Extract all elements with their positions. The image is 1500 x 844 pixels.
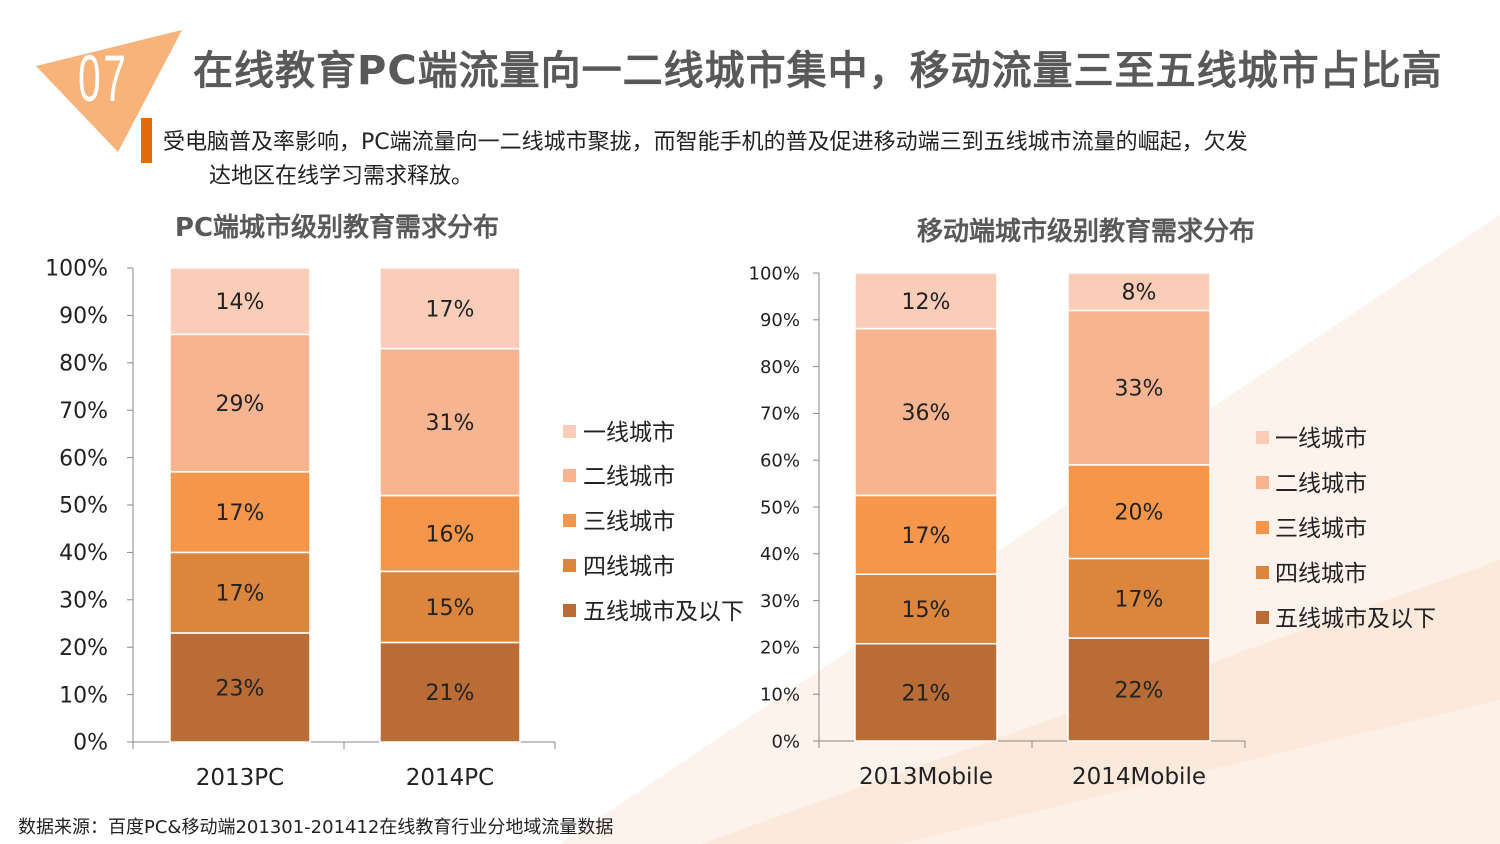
chart-1: PC端城市级别教育需求分布 0% 10% 20% 30% 40% 50% 60% 70% 80% 9… [45,212,744,791]
bar-segment [854,642,998,742]
legend-swatch [563,604,576,617]
data-label: 31% [426,411,475,436]
y-tick-label: 100% [749,263,800,284]
data-label: 14% [216,290,265,315]
legend-label: 五线城市及以下 [1275,606,1436,632]
data-label: 20% [1115,501,1164,526]
bar-segment [169,632,311,743]
x-tick-label: 2013PC [196,765,284,791]
legend-swatch [1256,611,1269,624]
y-tick-label: 100% [45,257,108,282]
y-tick-label: 70% [59,399,108,424]
data-label: 8% [1122,281,1157,306]
y-tick-label: 20% [59,636,108,661]
subtitle-line-2: 达地区在线学习需求释放。 [209,164,474,189]
data-label: 36% [902,401,951,426]
data-label: 17% [216,501,265,526]
legend-swatch [563,425,576,438]
legend-label: 四线城市 [1275,561,1367,587]
y-tick-label: 30% [760,591,800,612]
y-tick-label: 0% [771,731,800,752]
data-label: 17% [216,582,265,607]
bar-segment [1067,272,1211,312]
bar-segment [379,494,521,573]
data-label: 17% [1115,587,1164,612]
y-tick-label: 50% [59,494,108,519]
y-tick-label: 10% [59,683,108,708]
y-tick-label: 30% [59,589,108,614]
data-label: 15% [902,598,951,623]
legend-label: 二线城市 [583,464,675,490]
slide-number: 07 [78,41,129,115]
x-tick-label: 2014Mobile [1072,764,1206,790]
data-label: 12% [902,290,951,315]
y-tick-label: 40% [760,544,800,565]
legend-label: 三线城市 [583,509,675,535]
y-tick-label: 70% [760,404,800,425]
legend-swatch [1256,431,1269,444]
data-label: 16% [426,522,475,547]
bar-segment [169,267,311,336]
bar-segment [854,494,998,575]
bar-segment [379,347,521,497]
y-tick-label: 60% [59,446,108,471]
bar-segment [379,641,521,743]
page-title: 在线教育PC端流量向一二线城市集中，移动流量三至五线城市占比高 [193,48,1443,94]
legend-swatch [563,559,576,572]
y-tick-label: 40% [59,541,108,566]
y-tick-label: 90% [760,310,800,331]
legend-label: 四线城市 [583,554,675,580]
y-tick-label: 90% [59,304,108,329]
data-label: 33% [1115,377,1164,402]
y-tick-label: 80% [760,357,800,378]
x-tick-label: 2013Mobile [859,764,993,790]
data-label: 17% [426,297,475,322]
bar-segment [1067,309,1211,466]
bar-segment [379,267,521,350]
bar-segment [854,573,998,645]
legend-label: 一线城市 [583,420,675,446]
bar-segment [854,272,998,330]
x-tick-label: 2014PC [406,765,494,791]
bar-segment [1067,637,1211,742]
data-label: 29% [216,392,265,417]
accent-bar [141,118,152,163]
data-source: 数据来源：百度PC&移动端201301-201412在线教育行业分地域流量数据 [18,817,614,838]
bar-segment [379,570,521,644]
legend-label: 三线城市 [1275,516,1367,542]
y-tick-label: 20% [760,638,800,659]
y-tick-label: 10% [760,685,800,706]
bar-segment [169,551,311,634]
y-tick-label: 0% [73,731,108,756]
legend-label: 五线城市及以下 [583,599,744,625]
bar-segment [1067,464,1211,560]
legend-label: 二线城市 [1275,471,1367,497]
chart-title: PC端城市级别教育需求分布 [175,212,499,243]
y-tick-label: 80% [59,352,108,377]
legend-swatch [1256,521,1269,534]
bar-segment [169,333,311,473]
legend-swatch [1256,566,1269,579]
subtitle: 受电脑普及率影响，PC端流量向一二线城市聚拢，而智能手机的普及促进移动端三到五线… [163,126,1423,194]
data-label: 22% [1115,679,1164,704]
chart-2: 移动端城市级别教育需求分布 0% 10% 20% 30% 40% 50% 60% 70% 80% 9… [749,216,1436,790]
legend-swatch [563,514,576,527]
legend-swatch [563,469,576,482]
y-tick-label: 50% [760,497,800,518]
data-label: 15% [426,596,475,621]
y-tick-label: 60% [760,451,800,472]
data-label: 23% [216,676,265,701]
number-badge-triangle [36,30,182,152]
subtitle-line-1: 受电脑普及率影响，PC端流量向一二线城市聚拢，而智能手机的普及促进移动端三到五线… [163,130,1248,155]
data-label: 17% [902,524,951,549]
legend-label: 一线城市 [1275,426,1367,452]
chart-title: 移动端城市级别教育需求分布 [917,216,1255,247]
data-label: 21% [426,681,475,706]
legend-swatch [1256,476,1269,489]
data-label: 21% [902,681,951,706]
